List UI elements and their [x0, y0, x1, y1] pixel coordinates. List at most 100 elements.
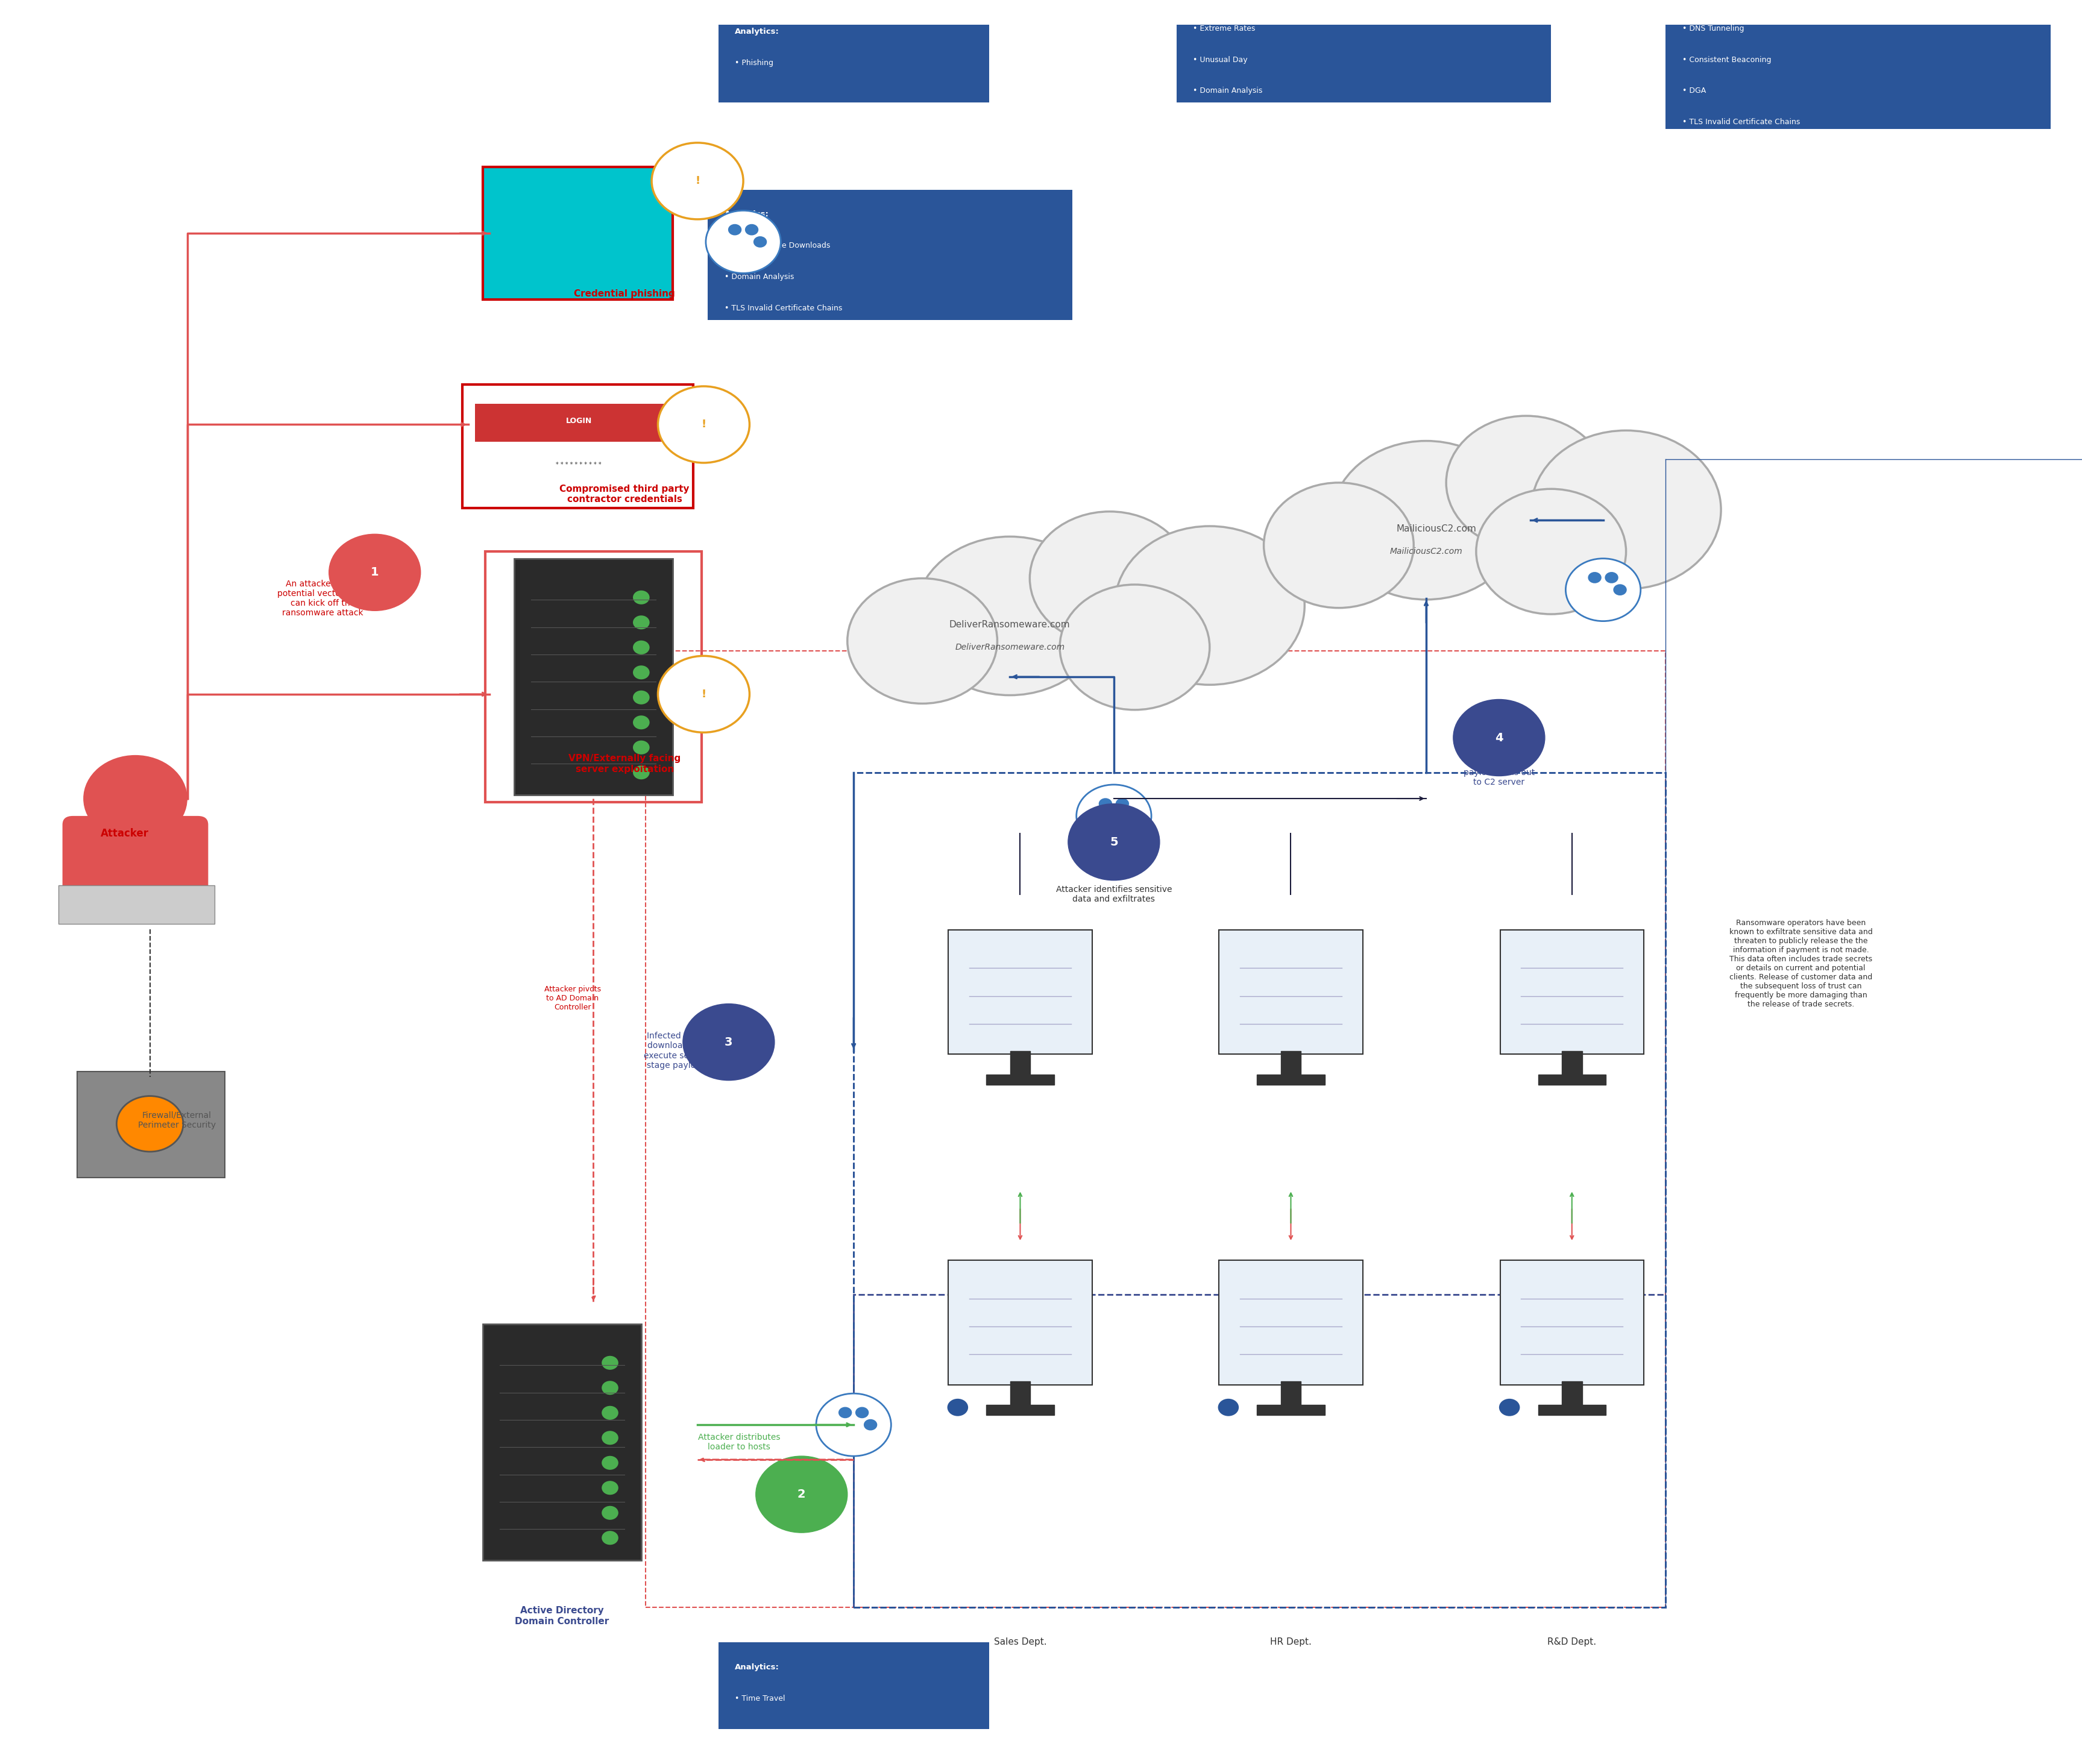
Text: Active Directory
Domain Controller: Active Directory Domain Controller [514, 1607, 610, 1626]
Circle shape [1499, 1399, 1520, 1416]
Circle shape [745, 224, 758, 235]
Text: Analytics:: Analytics: [735, 1663, 779, 1671]
Text: • Suspicious File Downloads: • Suspicious File Downloads [725, 242, 831, 250]
Circle shape [633, 766, 650, 780]
FancyBboxPatch shape [475, 404, 683, 443]
Text: Compromised third party
contractor credentials: Compromised third party contractor crede… [560, 485, 689, 505]
FancyBboxPatch shape [1666, 0, 2051, 129]
Text: • Domain Analysis: • Domain Analysis [1682, 150, 1751, 157]
Text: • Time Travel: • Time Travel [735, 1695, 785, 1702]
Text: Credential phishing: Credential phishing [575, 289, 675, 298]
FancyBboxPatch shape [947, 1261, 1091, 1385]
Text: • TLS Invalid Certificate Chains: • TLS Invalid Certificate Chains [1682, 118, 1801, 127]
Text: • Unusual Day: • Unusual Day [1193, 56, 1247, 64]
Text: !: ! [702, 420, 706, 430]
Circle shape [839, 1408, 852, 1418]
Text: 4: 4 [1495, 732, 1503, 743]
FancyBboxPatch shape [483, 168, 672, 300]
Circle shape [658, 386, 750, 462]
Text: Analytics:: Analytics: [725, 210, 768, 219]
Text: Second stage
payload calls out
to C2 server: Second stage payload calls out to C2 ser… [1464, 759, 1534, 787]
FancyBboxPatch shape [1539, 1074, 1605, 1085]
Circle shape [117, 1095, 183, 1152]
Text: Infected hosts
download and
execute second
stage payload: Infected hosts download and execute seco… [643, 1032, 710, 1069]
Text: Firewall/External
Perimeter Security: Firewall/External Perimeter Security [137, 1111, 217, 1129]
Text: * * * * * * * * * *: * * * * * * * * * * [556, 462, 602, 467]
Circle shape [914, 536, 1106, 695]
Circle shape [1076, 785, 1151, 847]
Text: Attacker distributes
loader to hosts: Attacker distributes loader to hosts [697, 1432, 781, 1452]
Text: VPN/Externally facing
server exploitation: VPN/Externally facing server exploitatio… [568, 753, 681, 774]
Circle shape [1114, 526, 1305, 684]
FancyBboxPatch shape [1218, 930, 1364, 1055]
Text: DeliverRansomeware.com: DeliverRansomeware.com [956, 644, 1064, 651]
Circle shape [1099, 797, 1112, 810]
Circle shape [83, 755, 187, 841]
Circle shape [329, 534, 421, 610]
FancyBboxPatch shape [483, 1325, 641, 1561]
Circle shape [1566, 559, 1641, 621]
Circle shape [816, 1394, 891, 1455]
Circle shape [602, 1531, 618, 1545]
Circle shape [633, 616, 650, 630]
Circle shape [633, 591, 650, 605]
Circle shape [1264, 483, 1414, 609]
Circle shape [947, 1399, 968, 1416]
Circle shape [602, 1357, 618, 1371]
FancyBboxPatch shape [1218, 1261, 1364, 1385]
Circle shape [864, 1420, 877, 1431]
Circle shape [847, 579, 997, 704]
Text: • Domain Analysis: • Domain Analysis [1193, 86, 1262, 95]
FancyBboxPatch shape [1499, 1261, 1645, 1385]
Text: MailiciousC2.com: MailiciousC2.com [1391, 547, 1462, 556]
Text: 2: 2 [797, 1489, 806, 1499]
Circle shape [1453, 699, 1545, 776]
Text: • Phishing: • Phishing [735, 60, 775, 67]
FancyBboxPatch shape [1280, 1051, 1301, 1074]
FancyBboxPatch shape [1258, 1404, 1324, 1415]
FancyBboxPatch shape [947, 930, 1091, 1055]
FancyBboxPatch shape [77, 1073, 225, 1178]
Text: Attacker identifies sensitive
data and exfiltrates: Attacker identifies sensitive data and e… [1056, 886, 1172, 903]
Text: • Consistent Beaconing: • Consistent Beaconing [1682, 56, 1772, 64]
FancyBboxPatch shape [1499, 930, 1645, 1055]
Circle shape [1605, 572, 1618, 584]
FancyBboxPatch shape [1561, 1381, 1582, 1404]
Text: • DNS Tunneling: • DNS Tunneling [1682, 25, 1745, 32]
Circle shape [1589, 572, 1601, 584]
Circle shape [1124, 810, 1137, 822]
FancyBboxPatch shape [1280, 1381, 1301, 1404]
Circle shape [1330, 441, 1522, 600]
Circle shape [1116, 797, 1128, 810]
Text: 5: 5 [1110, 836, 1118, 848]
FancyBboxPatch shape [1539, 1404, 1605, 1415]
Circle shape [602, 1482, 618, 1494]
Text: Attacker pivots
to AD Domain
Controller: Attacker pivots to AD Domain Controller [543, 986, 602, 1011]
Circle shape [602, 1455, 618, 1469]
Circle shape [729, 224, 741, 235]
FancyBboxPatch shape [1561, 1051, 1582, 1074]
Text: • Extreme Rates: • Extreme Rates [1193, 25, 1255, 32]
Circle shape [1447, 416, 1605, 549]
Circle shape [633, 665, 650, 679]
Circle shape [1068, 804, 1160, 880]
Text: DeliverRansomeware.com: DeliverRansomeware.com [949, 621, 1070, 630]
Text: 1: 1 [371, 566, 379, 579]
Text: !: ! [702, 688, 706, 700]
FancyBboxPatch shape [1010, 1051, 1031, 1074]
Text: R&D Dept.: R&D Dept. [1547, 1637, 1597, 1648]
Text: !: ! [695, 176, 700, 187]
Circle shape [706, 210, 781, 273]
FancyBboxPatch shape [718, 7, 989, 102]
FancyBboxPatch shape [1176, 0, 1551, 102]
Circle shape [602, 1406, 618, 1420]
FancyBboxPatch shape [1010, 1381, 1031, 1404]
Circle shape [856, 1408, 868, 1418]
Circle shape [1614, 584, 1626, 596]
FancyBboxPatch shape [514, 559, 672, 796]
Circle shape [633, 690, 650, 704]
Text: LOGIN: LOGIN [566, 416, 591, 425]
Circle shape [602, 1381, 618, 1395]
Text: MailiciousC2.com: MailiciousC2.com [1397, 524, 1476, 533]
Text: • TLS Invalid Certificate Chains: • TLS Invalid Certificate Chains [1193, 118, 1312, 127]
